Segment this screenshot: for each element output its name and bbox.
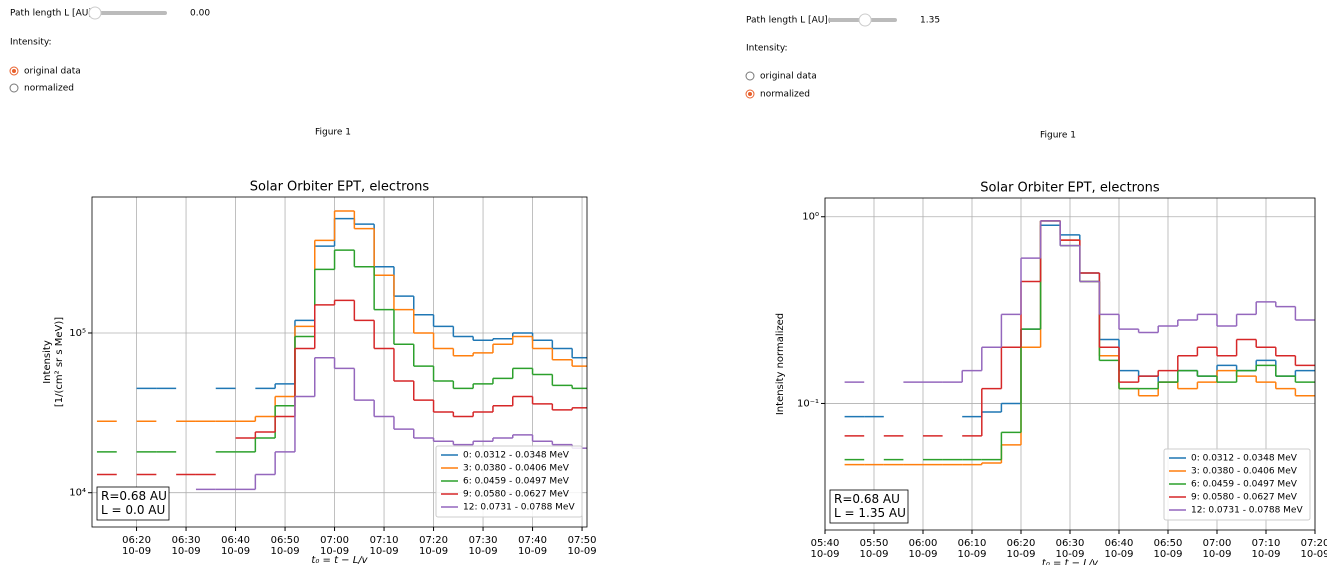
radio-button[interactable] (9, 83, 19, 93)
x-axis-label: t₀ = t − L/v (311, 555, 368, 565)
x-tick-label: 06:20 10-09 (122, 535, 151, 557)
radio-label[interactable]: normalized (24, 84, 74, 94)
x-tick-label: 06:20 10-09 (1006, 538, 1035, 560)
x-tick-label: 07:50 10-09 (568, 535, 597, 557)
annotation-box (829, 489, 909, 524)
intensity-label: Intensity: (10, 38, 52, 48)
slider-value: 0.00 (190, 9, 210, 19)
x-tick-label: 07:30 10-09 (469, 535, 498, 557)
figure-label: Figure 1 (315, 128, 351, 138)
legend-label: 12: 0.0731 - 0.0788 MeV (463, 503, 575, 513)
radio-dot (748, 92, 752, 96)
legend-label: 9: 0.0580 - 0.0627 MeV (463, 490, 570, 500)
x-tick-label: 05:40 10-09 (810, 538, 839, 560)
x-tick-label: 06:50 10-09 (1153, 538, 1182, 560)
legend-label: 12: 0.0731 - 0.0788 MeV (1191, 506, 1303, 516)
legend-label: 0: 0.0312 - 0.0348 MeV (463, 451, 570, 461)
slider-knob[interactable] (88, 6, 102, 20)
radio-dot (12, 69, 16, 73)
y-axis-label: Intensity[1/(cm² sr s MeV)] (42, 317, 65, 407)
radio-label[interactable]: original data (24, 67, 81, 77)
x-tick-label: 07:40 10-09 (518, 535, 547, 557)
x-tick-label: 06:40 10-09 (221, 535, 250, 557)
x-tick-label: 07:20 10-09 (419, 535, 448, 557)
x-tick-label: 07:00 10-09 (1202, 538, 1231, 560)
x-tick-label: 06:50 10-09 (271, 535, 300, 557)
legend-label: 3: 0.0380 - 0.0406 MeV (463, 464, 570, 474)
y-axis-label: Intensity normalized (775, 313, 786, 415)
x-tick-label: 06:10 10-09 (957, 538, 986, 560)
intensity-label: Intensity: (746, 44, 788, 54)
x-axis-label: t₀ = t − L/v (1042, 558, 1099, 565)
y-tick-label: 10⁰ (802, 212, 819, 223)
annotation: R=0.68 AU L = 0.0 AU (101, 489, 167, 517)
legend-label: 9: 0.0580 - 0.0627 MeV (1191, 493, 1298, 503)
chart-title: Solar Orbiter EPT, electrons (980, 181, 1160, 196)
x-tick-label: 06:00 10-09 (908, 538, 937, 560)
x-tick-label: 07:10 10-09 (1251, 538, 1280, 560)
y-tick-label: 10⁻¹ (797, 398, 819, 409)
x-tick-label: 07:20 10-09 (1300, 538, 1327, 560)
x-tick-label: 07:00 10-09 (320, 535, 349, 557)
plot-area (844, 220, 1315, 466)
legend-box (435, 445, 583, 518)
radio-button[interactable] (745, 71, 755, 81)
x-tick-label: 06:30 10-09 (1055, 538, 1084, 560)
figure-label: Figure 1 (1040, 131, 1076, 141)
chart-title: Solar Orbiter EPT, electrons (250, 180, 430, 195)
slider-value: 1.35 (920, 16, 940, 26)
annotation-box (96, 486, 170, 521)
annotation: R=0.68 AU L = 1.35 AU (834, 492, 906, 520)
legend-label: 0: 0.0312 - 0.0348 MeV (1191, 454, 1298, 464)
x-tick-label: 06:40 10-09 (1104, 538, 1133, 560)
x-tick-label: 07:10 10-09 (370, 535, 399, 557)
legend-label: 6: 0.0459 - 0.0497 MeV (1191, 480, 1298, 490)
legend-box (1163, 448, 1311, 521)
x-tick-label: 06:30 10-09 (172, 535, 201, 557)
plot-frame (91, 196, 588, 528)
legend-label: 3: 0.0380 - 0.0406 MeV (1191, 467, 1298, 477)
radio-label[interactable]: original data (760, 72, 817, 82)
legend-label: 6: 0.0459 - 0.0497 MeV (463, 477, 570, 487)
y-tick-label: 10⁴ (69, 488, 86, 499)
slider-label: Path length L [AU]: (746, 16, 831, 26)
plot-area (96, 210, 587, 491)
x-tick-label: 05:50 10-09 (859, 538, 888, 560)
slider-label: Path length L [AU]: (10, 9, 95, 19)
y-tick-label: 10⁵ (69, 328, 86, 339)
slider-knob[interactable] (858, 13, 872, 27)
plot-frame (824, 197, 1316, 531)
radio-label[interactable]: normalized (760, 90, 810, 100)
